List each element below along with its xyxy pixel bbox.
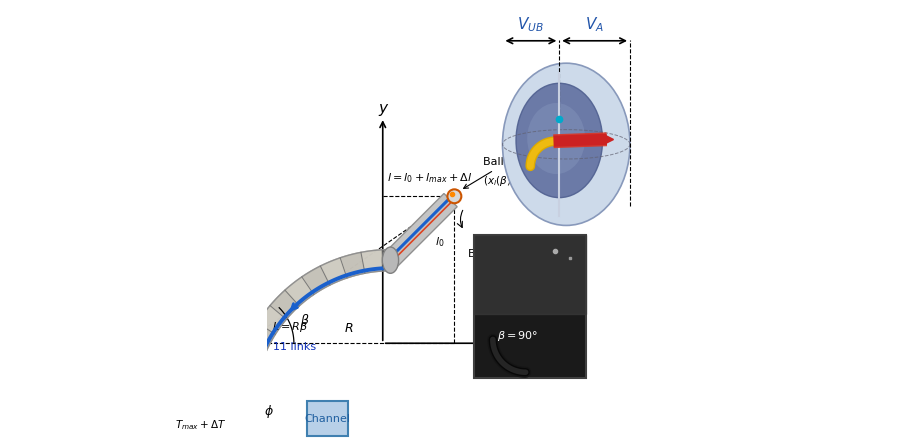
Circle shape — [447, 190, 460, 203]
FancyBboxPatch shape — [307, 401, 347, 436]
Text: Channel: Channel — [304, 413, 350, 424]
Text: $V_U$: $V_U$ — [530, 173, 550, 192]
Text: $T_{max} + \Delta T$: $T_{max} + \Delta T$ — [175, 418, 226, 432]
Polygon shape — [383, 194, 457, 267]
Polygon shape — [340, 253, 365, 278]
Text: $L = R\beta$: $L = R\beta$ — [271, 320, 308, 334]
Ellipse shape — [527, 103, 584, 174]
Text: Antagonist cables: Antagonist cables — [0, 446, 1, 447]
Text: $V_A$: $V_A$ — [584, 15, 604, 34]
Text: $\phi$: $\phi$ — [264, 403, 273, 420]
Text: $\beta = 90°$: $\beta = 90°$ — [496, 329, 538, 343]
Polygon shape — [473, 235, 584, 314]
Polygon shape — [247, 323, 275, 350]
Text: $(x_l(\beta),\ y_l(\beta))$: $(x_l(\beta),\ y_l(\beta))$ — [482, 174, 546, 188]
Polygon shape — [239, 342, 267, 368]
Polygon shape — [233, 383, 255, 405]
Text: Ball lens: Ball lens — [463, 157, 530, 189]
Polygon shape — [257, 306, 286, 334]
Polygon shape — [320, 258, 346, 285]
Bar — [473, 235, 584, 378]
Polygon shape — [233, 249, 390, 407]
Polygon shape — [360, 250, 383, 273]
Text: x: x — [524, 336, 533, 351]
Ellipse shape — [382, 247, 398, 273]
Polygon shape — [301, 266, 329, 295]
Text: $l_0$: $l_0$ — [435, 235, 444, 249]
Ellipse shape — [502, 63, 630, 225]
Polygon shape — [285, 277, 313, 306]
Text: Bending motion: Bending motion — [468, 249, 556, 259]
Ellipse shape — [231, 399, 256, 415]
Polygon shape — [270, 290, 299, 319]
Text: y: y — [378, 101, 387, 116]
Ellipse shape — [516, 83, 602, 198]
Text: $V_{UB}$: $V_{UB}$ — [516, 15, 544, 34]
Text: 11 links: 11 links — [273, 342, 316, 352]
Text: $\beta$: $\beta$ — [300, 312, 309, 329]
Text: $l = l_0 + l_{max} + \Delta l$: $l = l_0 + l_{max} + \Delta l$ — [386, 171, 471, 185]
Polygon shape — [234, 362, 260, 386]
Text: $R$: $R$ — [344, 322, 354, 335]
Polygon shape — [235, 407, 252, 444]
